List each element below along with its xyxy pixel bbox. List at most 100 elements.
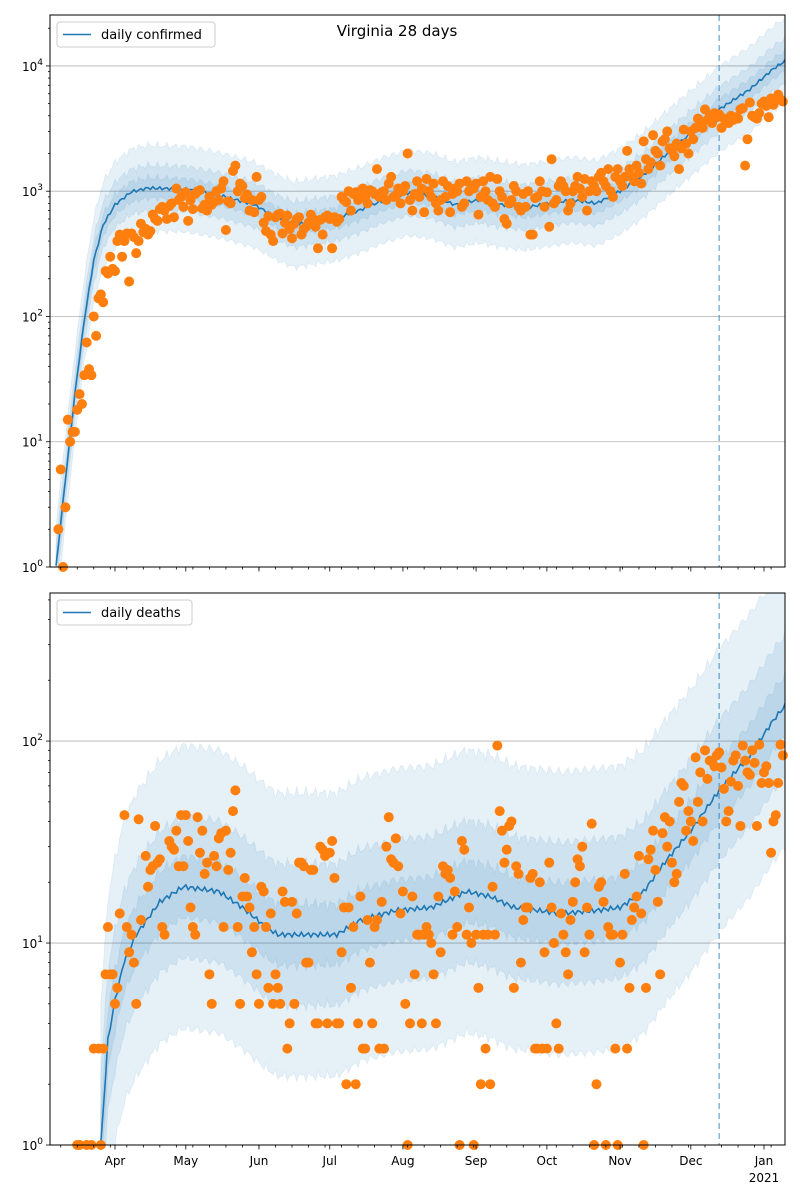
x-tick-label: Sep: [465, 1154, 488, 1168]
observed-point: [355, 891, 366, 902]
uncertainty-band-50: [100, 669, 785, 1145]
observed-point: [541, 1043, 552, 1054]
observed-point: [659, 134, 670, 145]
observed-point: [695, 767, 706, 778]
observed-point: [563, 969, 574, 980]
observed-point: [636, 908, 647, 919]
observed-point: [412, 176, 423, 187]
observed-point: [777, 96, 788, 107]
observed-point: [133, 236, 144, 247]
observed-point: [253, 998, 264, 1009]
observed-point: [409, 969, 420, 980]
x-tick-label: Nov: [608, 1154, 631, 1168]
observed-point: [683, 806, 694, 817]
observed-point: [700, 745, 710, 756]
observed-point: [183, 215, 194, 226]
observed-point: [225, 198, 236, 209]
x-tick-label: Oct: [537, 1154, 558, 1168]
observed-point: [336, 947, 347, 958]
observed-point: [511, 861, 522, 872]
observed-point: [610, 1043, 621, 1054]
observed-point: [631, 891, 642, 902]
observed-point: [430, 1018, 441, 1029]
observed-point: [655, 160, 666, 171]
observed-point: [180, 187, 191, 198]
observed-point: [183, 836, 194, 847]
observed-point: [405, 1018, 415, 1029]
observed-point: [459, 844, 470, 855]
y-tick-base: 10: [22, 436, 37, 450]
observed-point: [209, 850, 220, 861]
observed-point: [447, 929, 458, 940]
observed-point: [721, 816, 732, 827]
observed-point: [579, 947, 590, 958]
observed-point: [218, 922, 229, 933]
observed-point: [641, 982, 651, 993]
observed-point: [220, 825, 231, 836]
observed-point: [350, 1079, 361, 1090]
observed-point: [527, 868, 538, 879]
observed-point: [763, 778, 774, 789]
observed-point: [756, 778, 767, 789]
observed-point: [626, 915, 637, 926]
observed-point: [657, 828, 668, 839]
observed-point: [501, 218, 512, 229]
y-tick-exponent: 2: [37, 733, 43, 743]
observed-point: [423, 929, 434, 940]
observed-point: [194, 185, 205, 196]
observed-point: [105, 251, 116, 262]
observed-point: [192, 812, 203, 823]
observed-point: [615, 957, 626, 968]
observed-point: [461, 929, 472, 940]
observed-point: [239, 872, 250, 883]
observed-point: [506, 195, 517, 206]
observed-point: [617, 929, 628, 940]
legend: daily deaths: [56, 599, 193, 626]
observed-point: [178, 201, 189, 212]
observed-point: [312, 1018, 323, 1029]
observed-point: [159, 929, 170, 940]
observed-point: [749, 757, 760, 768]
observed-point: [763, 112, 774, 123]
observed-point: [414, 191, 425, 202]
observed-point: [249, 207, 260, 218]
observed-point: [735, 820, 746, 831]
observed-point: [744, 769, 755, 780]
observed-point: [553, 1043, 564, 1054]
observed-point: [251, 969, 262, 980]
observed-point: [669, 151, 680, 162]
observed-point: [716, 762, 727, 773]
observed-point: [407, 205, 418, 216]
observed-point: [492, 740, 503, 751]
observed-point: [317, 229, 328, 240]
observed-point: [397, 886, 408, 897]
observed-point: [636, 178, 647, 189]
observed-point: [171, 825, 182, 836]
observed-point: [237, 181, 248, 192]
observed-point: [376, 896, 387, 907]
observed-point: [541, 187, 552, 198]
observed-point: [619, 868, 630, 879]
observed-point: [287, 233, 297, 244]
observed-point: [539, 201, 550, 212]
observed-point: [371, 164, 382, 175]
observed-point: [124, 276, 135, 287]
observed-point: [154, 854, 165, 865]
observed-point: [343, 902, 354, 913]
observed-point: [60, 502, 71, 513]
observed-point: [341, 196, 352, 207]
observed-point: [322, 1018, 333, 1029]
observed-point: [480, 186, 491, 197]
observed-point: [534, 877, 545, 888]
observed-point: [775, 739, 786, 750]
observed-point: [662, 841, 673, 852]
observed-point: [688, 836, 699, 847]
observed-point: [497, 825, 508, 836]
observed-point: [383, 812, 394, 823]
observed-point: [622, 145, 633, 156]
observed-point: [548, 938, 559, 949]
observed-point: [289, 998, 300, 1009]
observed-point: [190, 929, 201, 940]
observed-point: [246, 195, 257, 206]
